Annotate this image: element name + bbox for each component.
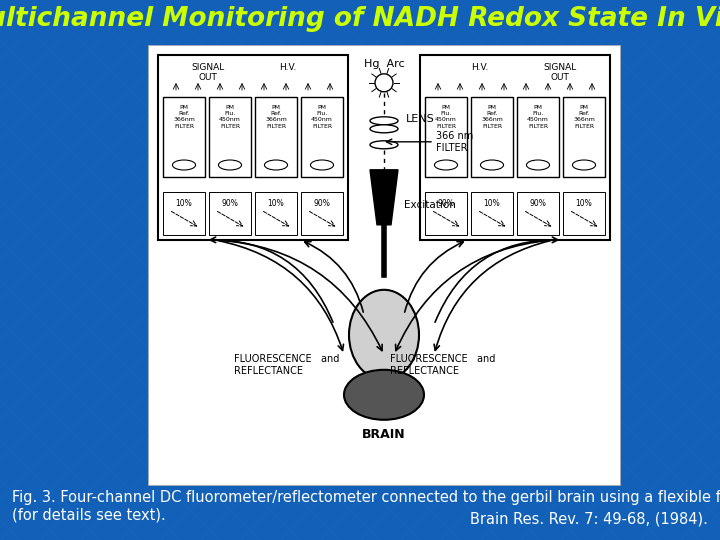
Text: Multichannel Monitoring of NADH Redox State In Vivo: Multichannel Monitoring of NADH Redox St… [0, 6, 720, 32]
Text: H.V.: H.V. [472, 63, 489, 72]
Ellipse shape [434, 160, 457, 170]
Text: FLUORESCENCE   and
REFLECTANCE: FLUORESCENCE and REFLECTANCE [390, 354, 495, 376]
Text: 366 nm
FILTER: 366 nm FILTER [436, 131, 473, 153]
Ellipse shape [370, 141, 398, 149]
Bar [563, 97, 605, 177]
Bar [425, 192, 467, 235]
Bar [301, 192, 343, 235]
Bar [517, 192, 559, 235]
Ellipse shape [344, 370, 424, 420]
Bar [163, 192, 205, 235]
Text: 90%: 90% [314, 199, 330, 208]
Text: 10%: 10% [176, 199, 192, 208]
Polygon shape [370, 170, 398, 225]
Text: Hg  Arc: Hg Arc [364, 59, 405, 69]
Bar [471, 192, 513, 235]
Bar [471, 97, 513, 177]
Text: PM
Ref.
366nm
FILTER: PM Ref. 366nm FILTER [173, 105, 195, 129]
Ellipse shape [572, 160, 595, 170]
Bar [0, 0, 720, 38]
Text: 90%: 90% [222, 199, 238, 208]
Text: Fig. 3. Four-channel DC fluorometer/reflectometer connected to the gerbil brain : Fig. 3. Four-channel DC fluorometer/refl… [12, 490, 720, 522]
Bar [255, 97, 297, 177]
Text: 10%: 10% [575, 199, 593, 208]
Text: PM
Flu.
450nm
FILTER: PM Flu. 450nm FILTER [311, 105, 333, 129]
Bar [563, 192, 605, 235]
Text: BRAIN: BRAIN [362, 428, 406, 441]
Bar [209, 97, 251, 177]
Text: H.V.: H.V. [279, 63, 297, 72]
Bar [425, 97, 467, 177]
Bar [209, 192, 251, 235]
Bar [517, 97, 559, 177]
Text: PM
Ref.
366nm
FILTER: PM Ref. 366nm FILTER [265, 105, 287, 129]
Text: PM
Flu.
450nm
FILTER: PM Flu. 450nm FILTER [527, 105, 549, 129]
Text: PM
Ref.
366nm
FILTER: PM Ref. 366nm FILTER [573, 105, 595, 129]
Text: PM
Ref.
366nm
FILTER: PM Ref. 366nm FILTER [481, 105, 503, 129]
Text: SIGNAL
OUT: SIGNAL OUT [544, 63, 577, 83]
Text: 90%: 90% [438, 199, 454, 208]
Text: PM
Flu.
450nm
FILTER: PM Flu. 450nm FILTER [435, 105, 457, 129]
Bar [420, 55, 610, 240]
Ellipse shape [370, 125, 398, 133]
Ellipse shape [526, 160, 549, 170]
Ellipse shape [480, 160, 503, 170]
Text: Brain Res. Rev. 7: 49-68, (1984).: Brain Res. Rev. 7: 49-68, (1984). [470, 512, 708, 527]
Bar [158, 55, 348, 240]
Text: PM
Flu.
450nm
FILTER: PM Flu. 450nm FILTER [219, 105, 241, 129]
Text: 10%: 10% [268, 199, 284, 208]
Text: LENS: LENS [406, 114, 435, 124]
Ellipse shape [173, 160, 196, 170]
Ellipse shape [310, 160, 333, 170]
Ellipse shape [349, 290, 419, 380]
Ellipse shape [370, 117, 398, 125]
Bar [255, 192, 297, 235]
Ellipse shape [218, 160, 241, 170]
Text: 90%: 90% [530, 199, 546, 208]
Text: Excitation: Excitation [404, 200, 456, 210]
Ellipse shape [264, 160, 287, 170]
Text: SIGNAL
OUT: SIGNAL OUT [192, 63, 225, 83]
Text: FLUORESCENCE   and
REFLECTANCE: FLUORESCENCE and REFLECTANCE [234, 354, 339, 376]
Bar [148, 45, 620, 485]
Bar [301, 97, 343, 177]
Bar [163, 97, 205, 177]
Circle shape [375, 74, 393, 92]
Text: 10%: 10% [484, 199, 500, 208]
